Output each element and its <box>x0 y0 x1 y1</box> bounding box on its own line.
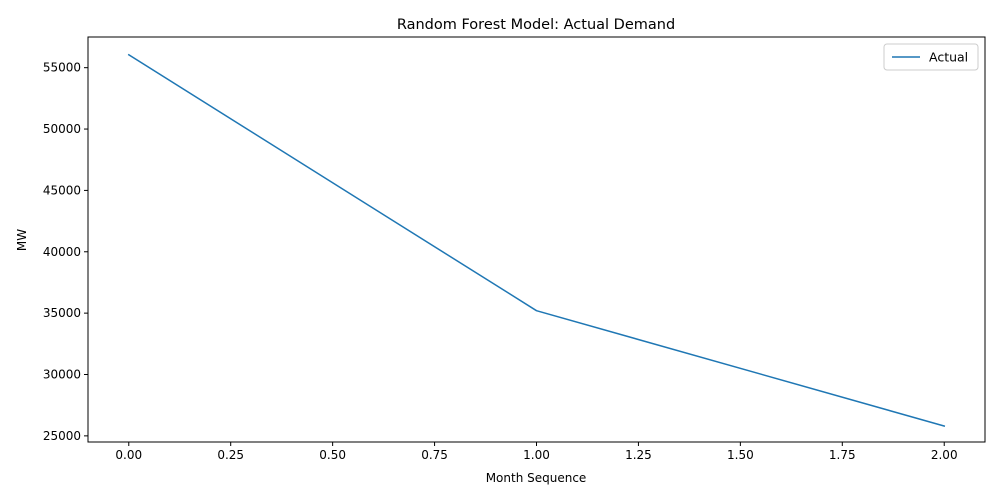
x-tick-label: 1.25 <box>625 448 652 462</box>
y-tick-label: 35000 <box>43 306 81 320</box>
y-tick-label: 55000 <box>43 61 81 75</box>
y-tick-label: 30000 <box>43 368 81 382</box>
x-tick-label: 1.50 <box>727 448 754 462</box>
series-layer <box>127 53 946 427</box>
x-tick-label: 2.00 <box>931 448 958 462</box>
y-tick-label: 45000 <box>43 183 81 197</box>
x-axis: 0.00 0.25 0.50 0.75 1.00 1.25 1.50 1.75 2.00 <box>115 442 958 462</box>
y-tick-label: 50000 <box>43 122 81 136</box>
x-tick-label: 1.00 <box>523 448 550 462</box>
x-tick-label: 0.50 <box>319 448 346 462</box>
legend-box <box>883 43 979 71</box>
x-tick-label: 0.25 <box>217 448 244 462</box>
x-tick-label: 0.00 <box>115 448 142 462</box>
y-axis-label: MW <box>15 229 29 251</box>
y-tick-label: 40000 <box>43 245 81 259</box>
x-axis-label: Month Sequence <box>486 471 587 485</box>
plot-frame <box>87 36 986 443</box>
legend-label-actual: Actual <box>929 50 968 65</box>
series-line-actual <box>127 53 946 427</box>
chart-title: Random Forest Model: Actual Demand <box>397 17 675 33</box>
x-tick-label: 1.75 <box>829 448 856 462</box>
y-axis: 25000 30000 35000 40000 45000 50000 55000 <box>43 61 88 443</box>
legend: Actual <box>883 43 979 71</box>
y-tick-label: 25000 <box>43 429 81 443</box>
x-tick-label: 0.75 <box>421 448 448 462</box>
